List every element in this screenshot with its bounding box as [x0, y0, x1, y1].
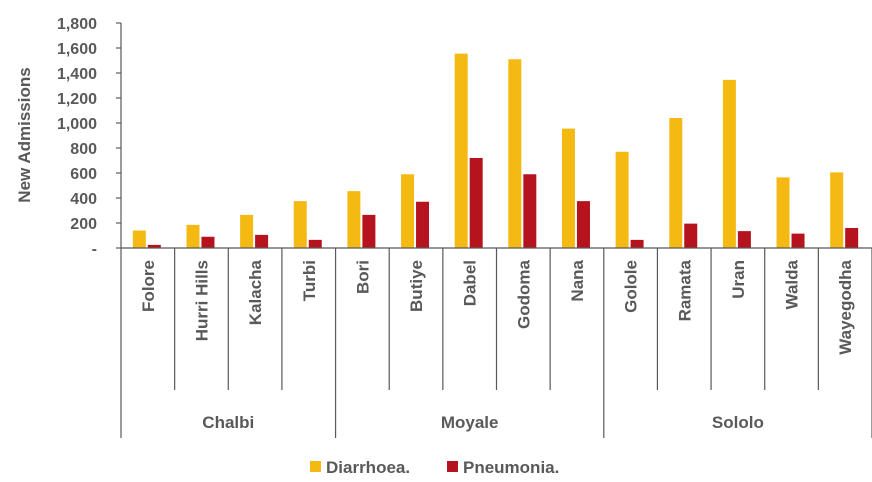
bar-diarrhoea-hurri-hills — [186, 224, 200, 248]
category-label: Dabel — [461, 260, 480, 306]
bar-pneumonia-folore — [147, 244, 161, 248]
category-label: Nana — [568, 259, 587, 301]
category-label: Kalacha — [246, 259, 265, 325]
bar-pneumonia-butiye — [416, 201, 430, 248]
y-tick-label: 600 — [70, 166, 97, 183]
bar-pneumonia-golole — [630, 239, 644, 248]
bar-diarrhoea-butiye — [401, 174, 415, 248]
bar-pneumonia-ramata — [684, 223, 698, 248]
group-label: Chalbi — [202, 413, 254, 432]
bar-diarrhoea-bori — [347, 191, 361, 248]
legend-swatch — [447, 461, 458, 472]
group-label: Sololo — [712, 413, 764, 432]
y-tick-label: 200 — [70, 216, 97, 233]
bar-diarrhoea-golole — [615, 151, 629, 248]
bar-diarrhoea-folore — [132, 230, 146, 248]
category-label: Godoma — [514, 259, 533, 328]
category-label: Butiye — [407, 260, 426, 312]
category-label: Wayegodha — [836, 259, 855, 354]
bar-pneumonia-uran — [737, 231, 751, 248]
y-tick-label: 1,600 — [57, 41, 97, 58]
category-label: Golole — [622, 260, 641, 313]
bar-diarrhoea-dabel — [454, 53, 468, 248]
category-label: Walda — [783, 259, 802, 309]
group-label: Moyale — [441, 413, 499, 432]
bar-pneumonia-bori — [362, 214, 376, 248]
bar-diarrhoea-kalacha — [240, 214, 254, 248]
bar-pneumonia-dabel — [469, 158, 483, 248]
y-axis: - 200 400 600 800 1,000 1,200 1,400 1,600 1,800 — [57, 16, 122, 258]
bar-pneumonia-walda — [791, 233, 805, 248]
bar-diarrhoea-nana — [561, 128, 575, 248]
y-tick-label: 1,400 — [57, 66, 97, 83]
bar-pneumonia-nana — [576, 201, 590, 248]
legend-label: Diarrhoea. — [326, 458, 410, 477]
bar-pneumonia-wayegodha — [845, 228, 859, 248]
bar-diarrhoea-turbi — [293, 201, 307, 248]
category-label: Bori — [353, 260, 372, 294]
bars — [132, 53, 859, 248]
y-tick-label: 1,800 — [57, 16, 97, 33]
bar-diarrhoea-uran — [722, 79, 736, 248]
category-label: Uran — [729, 260, 748, 299]
y-tick-label: 1,000 — [57, 116, 97, 133]
category-label: Hurri Hills — [192, 260, 211, 341]
y-tick-label: - — [92, 241, 97, 258]
legend-label: Pneumonia. — [463, 458, 559, 477]
bar-pneumonia-hurri-hills — [201, 236, 215, 248]
y-tick-label: 400 — [70, 191, 97, 208]
legend: Diarrhoea. Pneumonia. — [310, 458, 559, 477]
category-label: Turbi — [300, 260, 319, 301]
bar-pneumonia-godoma — [523, 174, 537, 248]
bar-diarrhoea-wayegodha — [830, 172, 844, 248]
bar-pneumonia-turbi — [308, 239, 322, 248]
bar-diarrhoea-godoma — [508, 59, 522, 248]
y-tick-label: 1,200 — [57, 91, 97, 108]
bar-diarrhoea-ramata — [669, 118, 683, 248]
category-label: Ramata — [675, 259, 694, 321]
x-axis: Folore Hurri Hills Kalacha Turbi Bori Butiye D… — [120, 247, 872, 438]
legend-swatch — [310, 461, 321, 472]
y-tick-label: 800 — [70, 141, 97, 158]
bar-diarrhoea-walda — [776, 177, 790, 248]
category-label: Folore — [139, 260, 158, 312]
y-axis-title: New Admissions — [15, 67, 34, 202]
bar-pneumonia-kalacha — [255, 234, 269, 248]
